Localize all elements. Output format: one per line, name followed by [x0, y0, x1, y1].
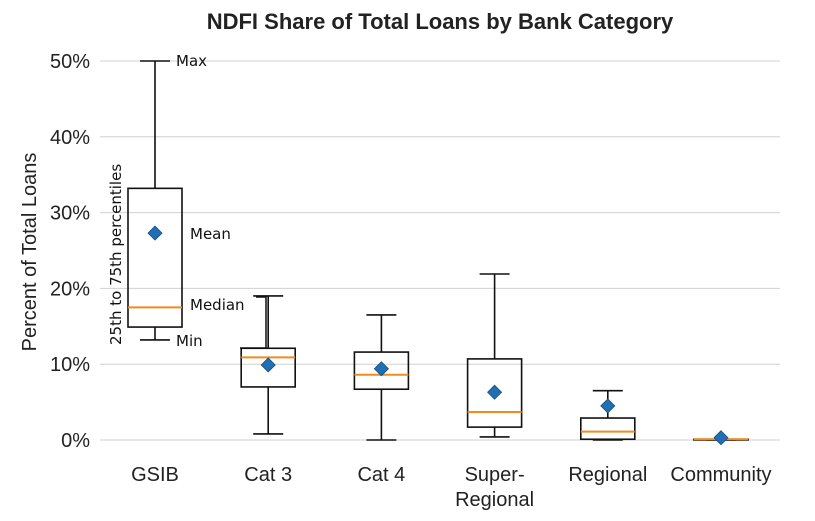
category-label: Regional: [455, 489, 534, 511]
box-2: [353, 314, 410, 441]
annotation-box: 25th to 75th percentiles: [107, 164, 125, 345]
iqr-box: [353, 351, 410, 391]
iqr-box: [579, 417, 636, 441]
y-tick-label: 0%: [61, 430, 90, 452]
category-label: Regional: [568, 464, 647, 486]
iqr-box: [127, 187, 183, 328]
category-label: Community: [670, 464, 771, 486]
box-3: [466, 273, 523, 438]
mean-marker: [147, 225, 163, 241]
mean-marker: [373, 361, 389, 377]
annotation-min: Min: [176, 332, 203, 350]
y-tick-label: 10%: [50, 354, 90, 376]
y-tick-label: 20%: [50, 278, 90, 300]
chart-title: NDFI Share of Total Loans by Bank Catego…: [207, 9, 674, 34]
annotation-mean: Mean: [190, 225, 231, 243]
mean-marker: [260, 357, 276, 373]
box-1: [240, 295, 296, 435]
mean-marker: [600, 398, 616, 414]
box-0: [127, 60, 183, 341]
y-tick-label: 50%: [50, 51, 90, 73]
mean-marker: [487, 384, 503, 400]
category-label: GSIB: [131, 464, 179, 486]
iqr-box: [466, 358, 523, 428]
y-tick-label: 30%: [50, 203, 90, 225]
iqr-box: [240, 347, 296, 388]
annotation-median: Median: [190, 296, 245, 314]
box-5: [693, 430, 749, 446]
y-tick-label: 40%: [50, 127, 90, 149]
annotation-max: Max: [176, 52, 207, 70]
category-label: Cat 3: [244, 464, 292, 486]
y-axis-label: Percent of Total Loans: [19, 153, 41, 352]
box-4: [579, 389, 636, 441]
annotation-bracket: [240, 296, 267, 349]
mean-marker: [713, 430, 729, 446]
category-label: Cat 4: [357, 464, 405, 486]
category-label: Super-: [465, 464, 525, 486]
